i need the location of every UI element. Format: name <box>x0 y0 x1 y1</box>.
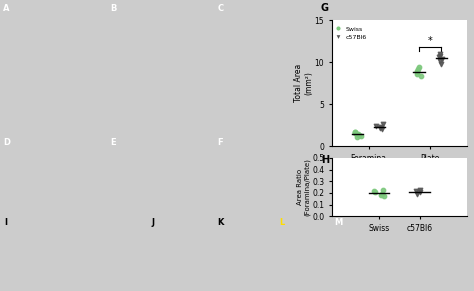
Point <box>370 189 378 194</box>
Point <box>379 188 386 192</box>
Point <box>377 192 385 197</box>
Point <box>377 125 385 129</box>
Point <box>379 122 387 127</box>
Text: I: I <box>4 218 8 227</box>
Y-axis label: Area Ratio
(Foramina/Plate): Area Ratio (Foramina/Plate) <box>297 158 310 216</box>
Point <box>413 72 421 77</box>
Point <box>413 189 420 194</box>
Point <box>436 59 444 64</box>
Point <box>414 67 421 71</box>
Point <box>352 130 359 135</box>
Point <box>413 70 420 75</box>
Point <box>415 65 423 70</box>
Text: E: E <box>110 139 116 148</box>
Text: F: F <box>217 139 223 148</box>
Point <box>416 190 424 195</box>
Text: G: G <box>321 3 329 13</box>
Point <box>357 134 365 138</box>
Text: K: K <box>217 218 223 227</box>
Text: M: M <box>335 218 343 227</box>
Text: L: L <box>280 218 285 227</box>
Point <box>378 127 386 132</box>
Point <box>353 135 361 139</box>
Point <box>377 126 384 131</box>
Point <box>351 129 358 134</box>
Point <box>381 194 388 198</box>
Text: D: D <box>3 139 10 148</box>
Point <box>437 52 444 56</box>
Text: J: J <box>152 218 155 227</box>
Text: H: H <box>321 155 329 165</box>
Point <box>356 133 363 137</box>
Point <box>413 68 420 73</box>
Point <box>416 188 424 192</box>
Y-axis label: Total Area
(mm²): Total Area (mm²) <box>294 64 313 102</box>
Point <box>435 55 442 60</box>
Point <box>373 123 380 128</box>
Legend: Swiss, c57Bl6: Swiss, c57Bl6 <box>332 24 370 43</box>
Text: *: * <box>428 36 432 46</box>
Point <box>352 131 359 136</box>
Text: C: C <box>217 4 223 13</box>
Point <box>438 57 446 61</box>
Point <box>355 132 362 136</box>
Point <box>436 53 444 58</box>
Text: B: B <box>110 4 117 13</box>
Point <box>378 191 386 196</box>
Point <box>437 62 445 66</box>
Point <box>371 190 378 195</box>
Text: A: A <box>3 4 9 13</box>
Point <box>414 191 421 196</box>
Point <box>418 73 425 78</box>
